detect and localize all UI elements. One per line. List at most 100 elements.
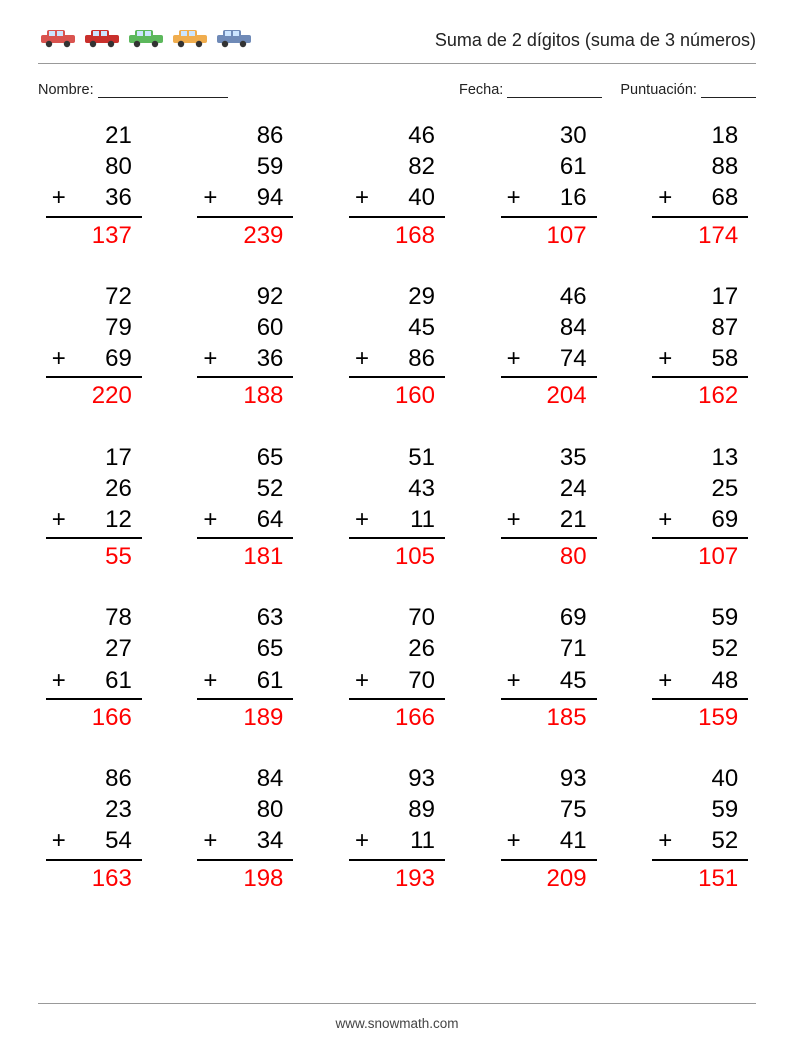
addend-2: 65: [197, 633, 293, 664]
addend-2: 80: [46, 151, 142, 182]
addend-2: 59: [197, 151, 293, 182]
addend-3: +40: [349, 182, 445, 217]
addend-3: +36: [46, 182, 142, 217]
addend-1: 17: [46, 442, 142, 473]
plus-icon: +: [349, 182, 369, 213]
problem: 21 80 +36 137: [46, 120, 142, 251]
answer: 168: [349, 218, 445, 251]
hatch-yellow-icon: [170, 28, 210, 53]
addend-1: 30: [501, 120, 597, 151]
answer: 209: [501, 861, 597, 894]
plus-icon: +: [197, 343, 217, 374]
answer: 160: [349, 378, 445, 411]
date-blank[interactable]: [507, 84, 602, 98]
addend-2: 26: [349, 633, 445, 664]
plus-icon: +: [197, 665, 217, 696]
addend-1: 84: [197, 763, 293, 794]
addend-2: 59: [652, 794, 748, 825]
addend-1: 65: [197, 442, 293, 473]
problem: 78 27 +61 166: [46, 602, 142, 733]
addend-3: +64: [197, 504, 293, 539]
answer: 198: [197, 861, 293, 894]
addend-3: +48: [652, 665, 748, 700]
plus-icon: +: [652, 343, 672, 374]
footer: www.snowmath.com: [38, 1003, 756, 1031]
plus-icon: +: [197, 182, 217, 213]
sedan-red-icon: [38, 28, 78, 53]
answer: 163: [46, 861, 142, 894]
problem: 46 82 +40 168: [349, 120, 445, 251]
addend-3: +61: [46, 665, 142, 700]
addend-3: +68: [652, 182, 748, 217]
plus-icon: +: [46, 182, 66, 213]
addend-1: 69: [501, 602, 597, 633]
problem: 35 24 +21 80: [501, 442, 597, 573]
problem: 17 26 +12 55: [46, 442, 142, 573]
header: Suma de 2 dígitos (suma de 3 números): [38, 28, 756, 64]
addend-1: 63: [197, 602, 293, 633]
addend-2: 52: [197, 473, 293, 504]
plus-icon: +: [652, 504, 672, 535]
addend-1: 13: [652, 442, 748, 473]
problem: 40 59 +52 151: [652, 763, 748, 894]
problem: 70 26 +70 166: [349, 602, 445, 733]
answer: 188: [197, 378, 293, 411]
plus-icon: +: [349, 825, 369, 856]
addend-3: +11: [349, 825, 445, 860]
addend-2: 45: [349, 312, 445, 343]
score-field: Puntuación:: [620, 82, 756, 98]
problem: 84 80 +34 198: [197, 763, 293, 894]
addend-2: 87: [652, 312, 748, 343]
meta-row: Nombre: Fecha: Puntuación:: [38, 82, 756, 98]
date-field: Fecha:: [459, 82, 602, 98]
addend-2: 75: [501, 794, 597, 825]
score-blank[interactable]: [701, 84, 756, 98]
plus-icon: +: [349, 665, 369, 696]
answer: 105: [349, 539, 445, 572]
addend-2: 79: [46, 312, 142, 343]
answer: 220: [46, 378, 142, 411]
problem: 72 79 +69 220: [46, 281, 142, 412]
addend-3: +69: [652, 504, 748, 539]
plus-icon: +: [46, 504, 66, 535]
problem: 65 52 +64 181: [197, 442, 293, 573]
problem: 59 52 +48 159: [652, 602, 748, 733]
problem: 29 45 +86 160: [349, 281, 445, 412]
name-blank[interactable]: [98, 84, 228, 98]
addend-2: 88: [652, 151, 748, 182]
date-label: Fecha:: [459, 82, 503, 98]
addend-2: 61: [501, 151, 597, 182]
addend-1: 35: [501, 442, 597, 473]
problem: 13 25 +69 107: [652, 442, 748, 573]
addend-3: +94: [197, 182, 293, 217]
addend-1: 86: [46, 763, 142, 794]
addend-1: 46: [349, 120, 445, 151]
answer: 174: [652, 218, 748, 251]
answer: 162: [652, 378, 748, 411]
addend-1: 17: [652, 281, 748, 312]
addend-2: 89: [349, 794, 445, 825]
addend-1: 93: [501, 763, 597, 794]
plus-icon: +: [501, 343, 521, 374]
plus-icon: +: [46, 343, 66, 374]
addend-3: +16: [501, 182, 597, 217]
answer: 166: [349, 700, 445, 733]
problem: 92 60 +36 188: [197, 281, 293, 412]
answer: 185: [501, 700, 597, 733]
addend-1: 93: [349, 763, 445, 794]
footer-text: www.snowmath.com: [335, 1016, 458, 1031]
addend-2: 82: [349, 151, 445, 182]
addend-2: 60: [197, 312, 293, 343]
addend-1: 51: [349, 442, 445, 473]
plus-icon: +: [501, 504, 521, 535]
addend-3: +12: [46, 504, 142, 539]
answer: 151: [652, 861, 748, 894]
addend-1: 21: [46, 120, 142, 151]
problem: 63 65 +61 189: [197, 602, 293, 733]
name-field: Nombre:: [38, 82, 459, 98]
problem: 18 88 +68 174: [652, 120, 748, 251]
answer: 137: [46, 218, 142, 251]
plus-icon: +: [197, 825, 217, 856]
addend-1: 78: [46, 602, 142, 633]
addend-1: 18: [652, 120, 748, 151]
